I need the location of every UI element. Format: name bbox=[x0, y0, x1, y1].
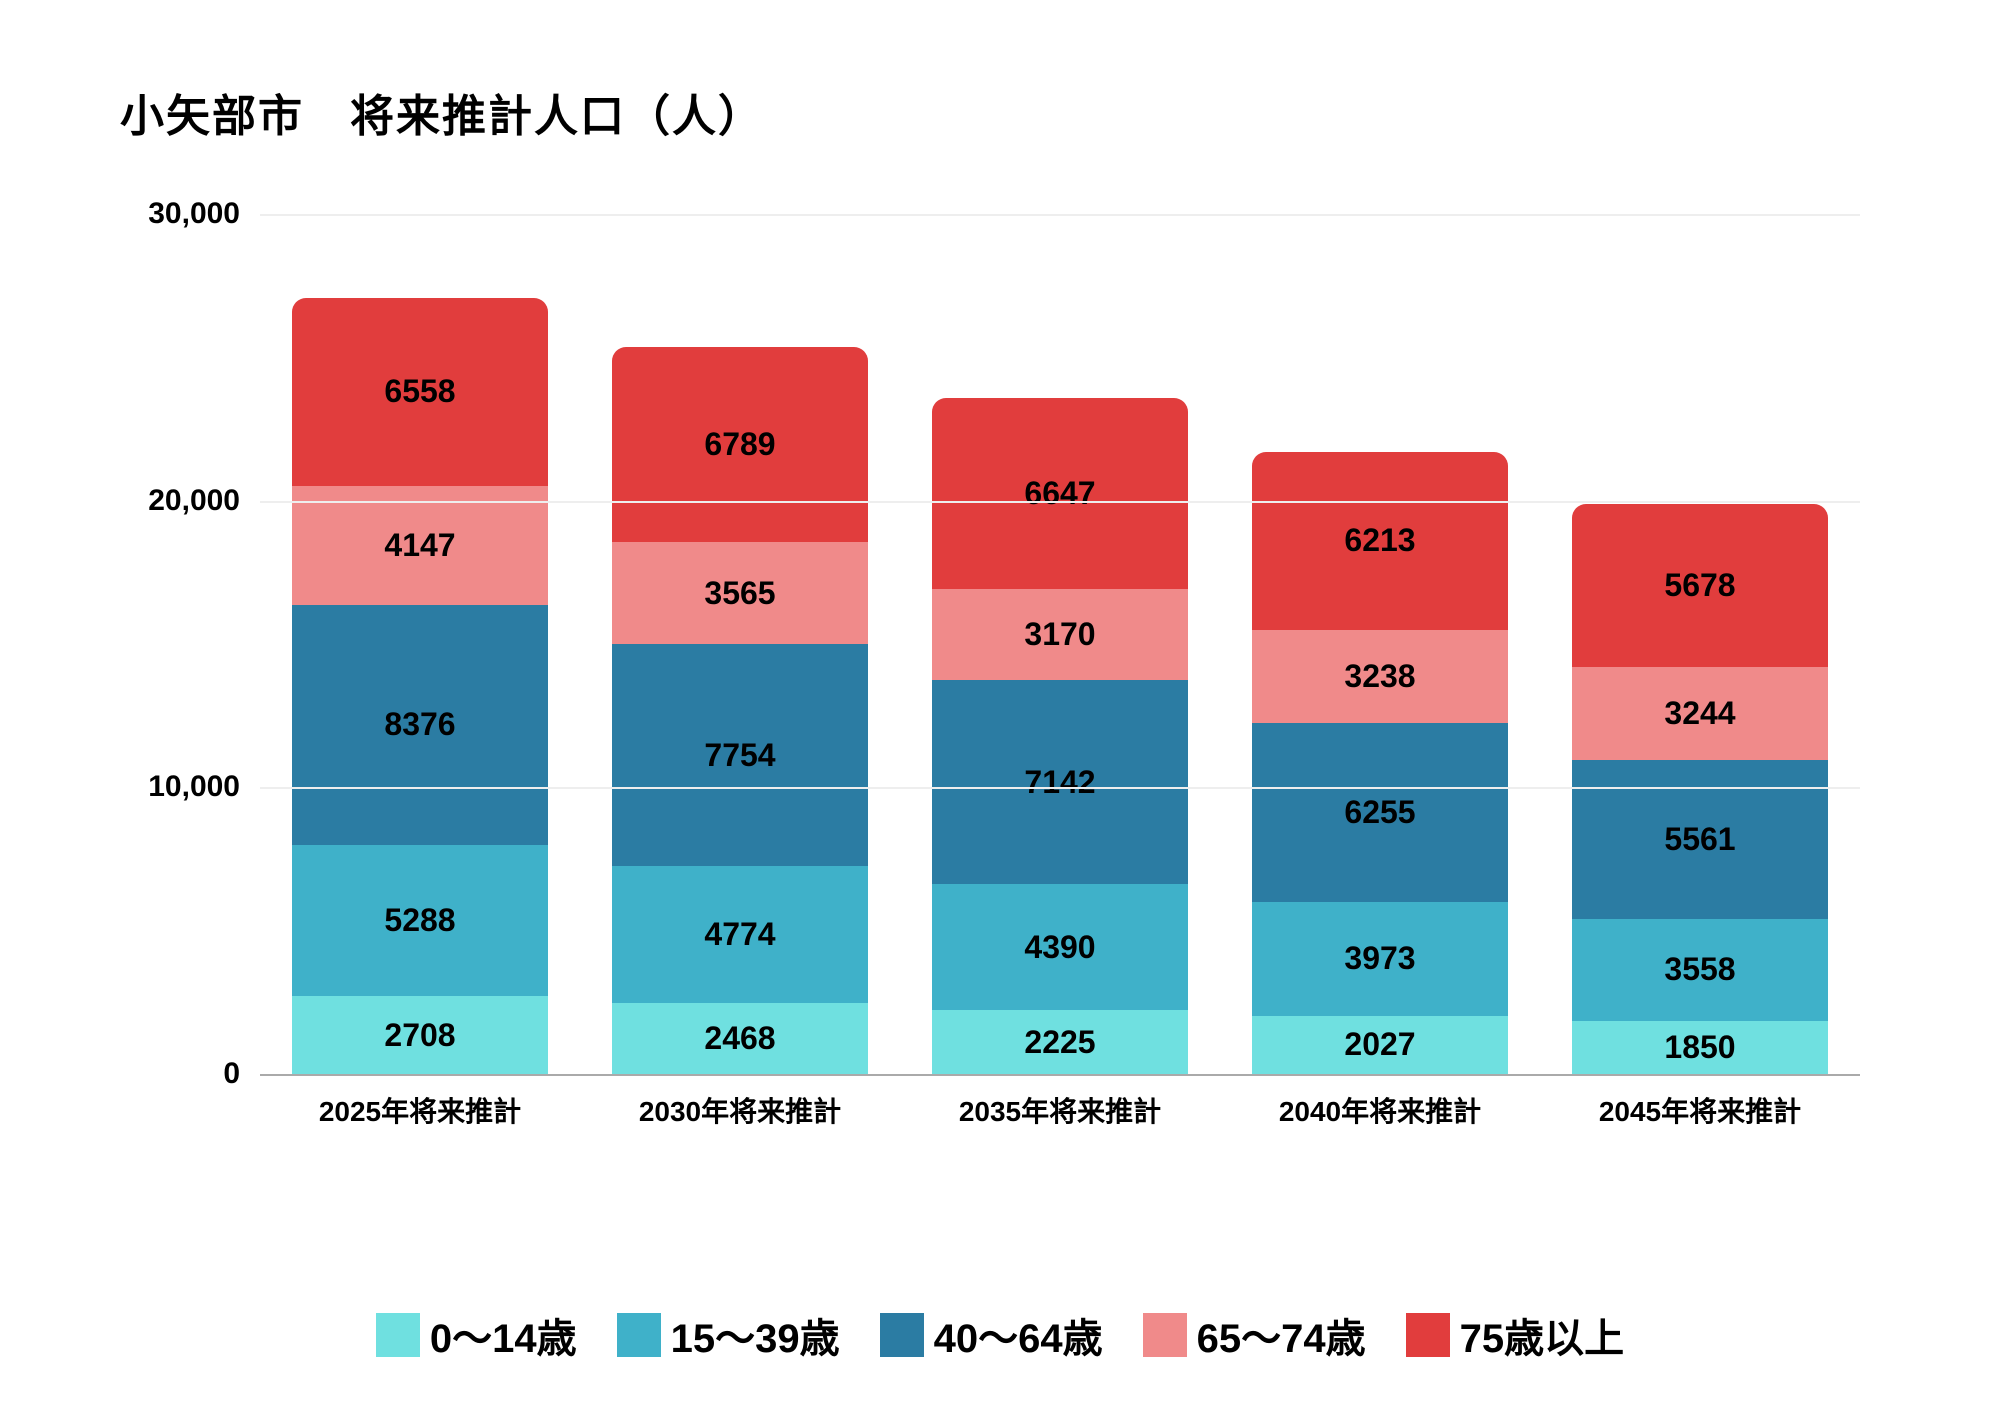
chart-container: 小矢部市 将来推計人口（人） 270852888376414765582025年… bbox=[0, 0, 2000, 1414]
bar-segment-age_40_64: 8376 bbox=[292, 605, 548, 845]
x-axis-label: 2025年将来推計 bbox=[319, 1074, 521, 1130]
y-axis-label: 20,000 bbox=[148, 484, 260, 518]
bar-segment-age_65_74: 3170 bbox=[932, 589, 1188, 680]
stacked-bar: 20273973625532386213 bbox=[1252, 452, 1508, 1074]
bar-segment-age_65_74: 4147 bbox=[292, 486, 548, 605]
legend-swatch bbox=[376, 1313, 420, 1357]
stacked-bar: 24684774775435656789 bbox=[612, 347, 868, 1074]
legend-label: 65～74歳 bbox=[1197, 1306, 1366, 1364]
legend-swatch bbox=[1143, 1313, 1187, 1357]
legend-item: 75歳以上 bbox=[1406, 1306, 1625, 1364]
legend-item: 65～74歳 bbox=[1143, 1306, 1366, 1364]
bar-slot: 222543907142317066472035年将来推計 bbox=[900, 214, 1220, 1074]
plot-area: 270852888376414765582025年将来推計24684774775… bbox=[260, 214, 1860, 1074]
chart-wrap: 270852888376414765582025年将来推計24684774775… bbox=[120, 174, 1880, 1174]
stacked-bar: 27085288837641476558 bbox=[292, 298, 548, 1074]
x-axis-label: 2045年将来推計 bbox=[1599, 1074, 1801, 1130]
legend-item: 40～64歳 bbox=[880, 1306, 1103, 1364]
legend-label: 0～14歳 bbox=[430, 1306, 577, 1364]
bar-segment-age_65_74: 3238 bbox=[1252, 630, 1508, 723]
bar-segment-age_0_14: 2225 bbox=[932, 1010, 1188, 1074]
bar-segment-age_40_64: 7142 bbox=[932, 680, 1188, 885]
legend-item: 0～14歳 bbox=[376, 1306, 577, 1364]
bar-slot: 202739736255323862132040年将来推計 bbox=[1220, 214, 1540, 1074]
gridline: 0 bbox=[260, 1074, 1860, 1076]
bar-segment-age_40_64: 7754 bbox=[612, 644, 868, 866]
gridline: 20,000 bbox=[260, 501, 1860, 503]
bar-slot: 246847747754356567892030年将来推計 bbox=[580, 214, 900, 1074]
legend-swatch bbox=[617, 1313, 661, 1357]
bar-slot: 270852888376414765582025年将来推計 bbox=[260, 214, 580, 1074]
bar-segment-age_75_up: 5678 bbox=[1572, 504, 1828, 667]
bar-segment-age_75_up: 6789 bbox=[612, 347, 868, 542]
legend-label: 40～64歳 bbox=[934, 1306, 1103, 1364]
bar-segment-age_15_39: 3558 bbox=[1572, 919, 1828, 1021]
chart-title: 小矢部市 将来推計人口（人） bbox=[120, 80, 1880, 144]
x-axis-label: 2030年将来推計 bbox=[639, 1074, 841, 1130]
legend-label: 75歳以上 bbox=[1460, 1306, 1625, 1364]
bar-segment-age_15_39: 5288 bbox=[292, 845, 548, 997]
legend-swatch bbox=[880, 1313, 924, 1357]
bar-segment-age_40_64: 5561 bbox=[1572, 760, 1828, 919]
bar-segment-age_75_up: 6558 bbox=[292, 298, 548, 486]
bar-segment-age_15_39: 4390 bbox=[932, 884, 1188, 1010]
legend-item: 15～39歳 bbox=[617, 1306, 840, 1364]
bar-segment-age_65_74: 3244 bbox=[1572, 667, 1828, 760]
gridline: 30,000 bbox=[260, 214, 1860, 216]
bar-segment-age_15_39: 3973 bbox=[1252, 902, 1508, 1016]
y-axis-label: 0 bbox=[223, 1057, 260, 1091]
y-axis-label: 10,000 bbox=[148, 770, 260, 804]
legend-label: 15～39歳 bbox=[671, 1306, 840, 1364]
stacked-bar: 22254390714231706647 bbox=[932, 398, 1188, 1074]
bar-segment-age_0_14: 2708 bbox=[292, 996, 548, 1074]
bar-segment-age_0_14: 1850 bbox=[1572, 1021, 1828, 1074]
y-axis-label: 30,000 bbox=[148, 197, 260, 231]
bar-segment-age_75_up: 6213 bbox=[1252, 452, 1508, 630]
x-axis-label: 2040年将来推計 bbox=[1279, 1074, 1481, 1130]
legend: 0～14歳 15～39歳 40～64歳 65～74歳 75歳以上 bbox=[0, 1306, 2000, 1364]
bar-segment-age_0_14: 2468 bbox=[612, 1003, 868, 1074]
bar-slot: 185035585561324456782045年将来推計 bbox=[1540, 214, 1860, 1074]
bar-segment-age_65_74: 3565 bbox=[612, 542, 868, 644]
bar-segment-age_0_14: 2027 bbox=[1252, 1016, 1508, 1074]
bars-group: 270852888376414765582025年将来推計24684774775… bbox=[260, 214, 1860, 1074]
bar-segment-age_40_64: 6255 bbox=[1252, 723, 1508, 902]
bar-segment-age_15_39: 4774 bbox=[612, 866, 868, 1003]
bar-segment-age_75_up: 6647 bbox=[932, 398, 1188, 589]
legend-swatch bbox=[1406, 1313, 1450, 1357]
x-axis-label: 2035年将来推計 bbox=[959, 1074, 1161, 1130]
gridline: 10,000 bbox=[260, 787, 1860, 789]
